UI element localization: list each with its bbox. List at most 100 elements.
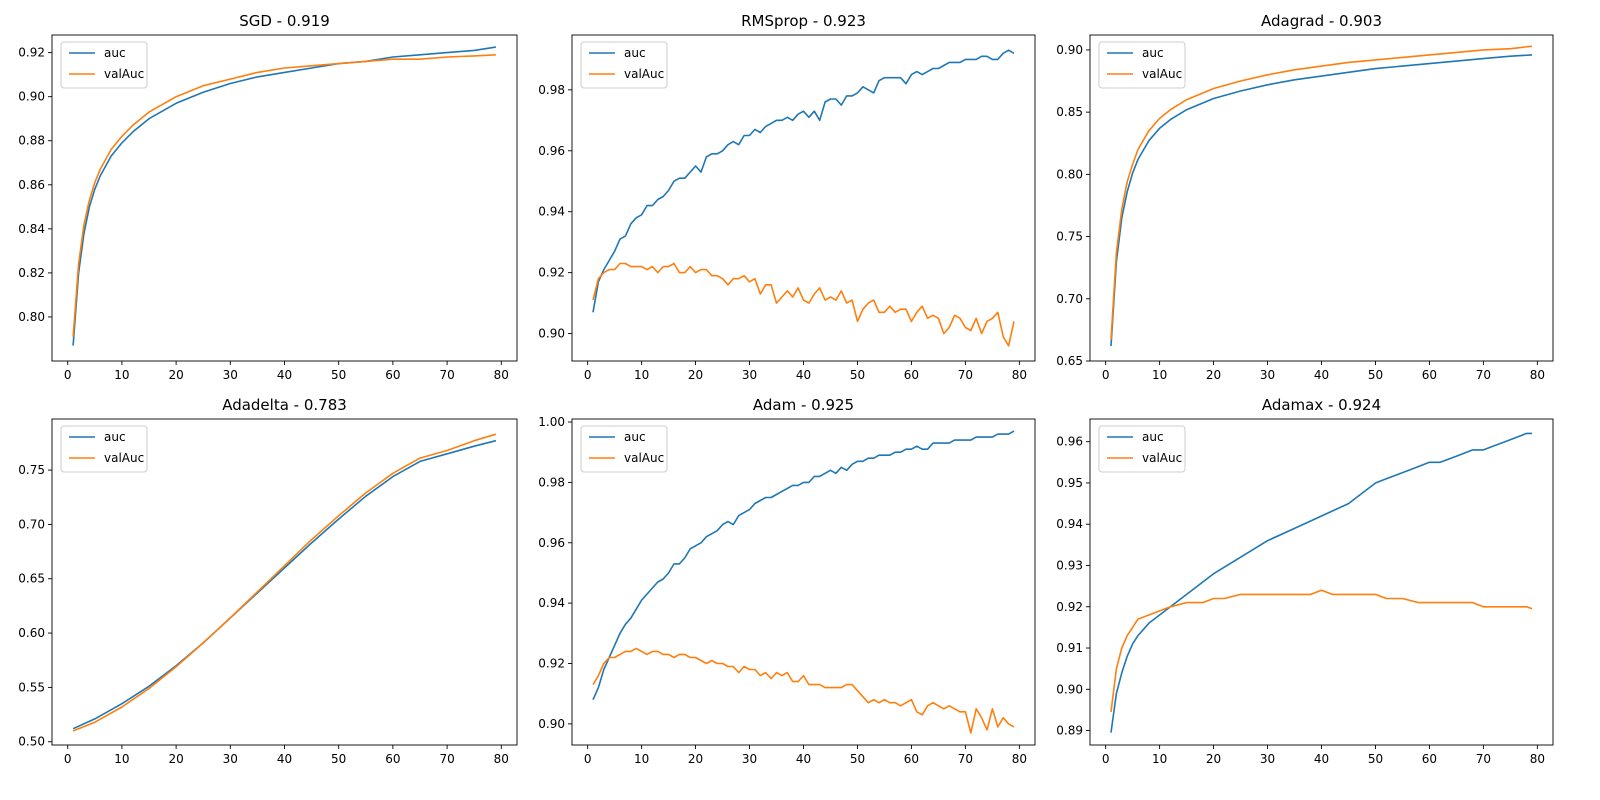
subplot-4: Adadelta - 0.783 0 10 20 30 40 50 60 70 80 0.50 0.5… bbox=[18, 396, 518, 766]
x-tick-label: 30 bbox=[742, 752, 757, 766]
x-tick-label: 70 bbox=[958, 368, 973, 382]
subplot-3: Adagrad - 0.903 0 10 20 30 40 50 60 70 80 0.65 0.70… bbox=[1056, 12, 1554, 382]
y-tick-label: 0.85 bbox=[1056, 105, 1083, 119]
y-tick-label: 0.80 bbox=[1056, 167, 1083, 181]
legend-label-auc: auc bbox=[1142, 46, 1164, 60]
legend-label-valAuc: valAuc bbox=[104, 451, 144, 465]
subplot-1: SGD - 0.919 0 10 20 30 40 50 60 70 80 0.80 0.82 0.84… bbox=[18, 12, 518, 382]
y-tick-label: 0.88 bbox=[18, 134, 45, 148]
legend-label-valAuc: valAuc bbox=[1142, 67, 1182, 81]
x-tick-label: 80 bbox=[1012, 752, 1027, 766]
legend: auc valAuc bbox=[60, 41, 148, 89]
series-line-valAuc bbox=[72, 54, 496, 337]
series-line-auc bbox=[1110, 54, 1533, 347]
x-tick-label: 10 bbox=[634, 368, 649, 382]
x-tick-label: 40 bbox=[277, 752, 292, 766]
y-tick-label: 0.95 bbox=[1056, 476, 1083, 490]
series-line-valAuc bbox=[592, 262, 1015, 347]
y-tick-label: 0.90 bbox=[538, 327, 565, 341]
x-tick-label: 20 bbox=[168, 368, 183, 382]
x-tick-label: 40 bbox=[1314, 368, 1329, 382]
x-tick-label: 60 bbox=[385, 752, 400, 766]
y-tick-label: 0.55 bbox=[18, 680, 45, 694]
y-tick-label: 0.75 bbox=[18, 463, 45, 477]
x-tick-label: 20 bbox=[168, 752, 183, 766]
legend: auc valAuc bbox=[580, 41, 668, 89]
x-tick-label: 0 bbox=[64, 752, 72, 766]
y-tick-label: 0.96 bbox=[1056, 435, 1083, 449]
legend-label-auc: auc bbox=[624, 46, 646, 60]
x-tick-label: 0 bbox=[584, 368, 592, 382]
chart-title: Adamax - 0.924 bbox=[1262, 396, 1381, 414]
y-tick-label: 0.92 bbox=[1056, 600, 1083, 614]
series-line-auc bbox=[592, 430, 1015, 701]
legend: auc valAuc bbox=[1098, 41, 1186, 89]
x-tick-label: 30 bbox=[1260, 752, 1275, 766]
x-tick-label: 20 bbox=[1206, 368, 1221, 382]
y-tick-label: 1.00 bbox=[538, 415, 565, 429]
x-tick-label: 30 bbox=[223, 752, 238, 766]
y-tick-label: 0.98 bbox=[538, 475, 565, 489]
series-line-auc bbox=[1110, 432, 1532, 733]
x-tick-label: 50 bbox=[1368, 368, 1383, 382]
x-tick-label: 10 bbox=[1152, 368, 1167, 382]
x-tick-label: 80 bbox=[494, 368, 509, 382]
subplot-2: RMSprop - 0.923 0 10 20 30 40 50 60 70 80 0.90 0.92… bbox=[538, 12, 1036, 382]
legend-label-auc: auc bbox=[104, 46, 126, 60]
y-tick-label: 0.93 bbox=[1056, 558, 1083, 572]
x-tick-label: 0 bbox=[1102, 752, 1110, 766]
x-tick-label: 20 bbox=[688, 368, 703, 382]
x-tick-label: 30 bbox=[1260, 368, 1275, 382]
y-tick-label: 0.92 bbox=[538, 266, 565, 280]
x-tick-label: 20 bbox=[1206, 752, 1221, 766]
x-tick-label: 60 bbox=[904, 368, 919, 382]
x-tick-label: 10 bbox=[634, 752, 649, 766]
x-tick-label: 80 bbox=[1530, 368, 1545, 382]
series-line-valAuc bbox=[1110, 589, 1533, 713]
subplot-5: Adam - 0.925 0 10 20 30 40 50 60 70 80 0.90 0.92 0.9… bbox=[538, 396, 1036, 766]
x-tick-label: 30 bbox=[742, 368, 757, 382]
subplot-6: Adamax - 0.924 0 10 20 30 40 50 60 70 80 0.89 0.90 0… bbox=[1056, 396, 1554, 766]
x-tick-label: 50 bbox=[850, 752, 865, 766]
series-line-auc bbox=[72, 46, 497, 346]
y-tick-label: 0.94 bbox=[538, 205, 565, 219]
legend-label-valAuc: valAuc bbox=[104, 67, 144, 81]
y-tick-label: 0.96 bbox=[538, 144, 565, 158]
legend-label-auc: auc bbox=[104, 430, 126, 444]
y-tick-label: 0.80 bbox=[18, 310, 45, 324]
y-tick-label: 0.94 bbox=[538, 596, 565, 610]
legend: auc valAuc bbox=[1098, 425, 1186, 473]
y-tick-label: 0.89 bbox=[1056, 724, 1083, 738]
x-tick-label: 0 bbox=[584, 752, 592, 766]
series-line-auc bbox=[72, 439, 497, 730]
series-line-valAuc bbox=[592, 647, 1015, 734]
x-tick-label: 40 bbox=[796, 752, 811, 766]
x-tick-label: 70 bbox=[1476, 368, 1491, 382]
x-tick-label: 10 bbox=[114, 752, 129, 766]
x-tick-label: 10 bbox=[114, 368, 129, 382]
x-tick-label: 50 bbox=[331, 752, 346, 766]
y-tick-label: 0.60 bbox=[18, 626, 45, 640]
x-tick-label: 0 bbox=[1102, 368, 1110, 382]
series-line-valAuc bbox=[72, 433, 497, 732]
x-tick-label: 60 bbox=[1422, 368, 1437, 382]
series-line-auc bbox=[592, 49, 1015, 313]
x-tick-label: 60 bbox=[385, 368, 400, 382]
y-tick-label: 0.65 bbox=[18, 572, 45, 586]
x-tick-label: 30 bbox=[223, 368, 238, 382]
x-tick-label: 80 bbox=[1530, 752, 1545, 766]
x-tick-label: 70 bbox=[439, 368, 454, 382]
y-tick-label: 0.90 bbox=[1056, 43, 1083, 57]
y-tick-label: 0.98 bbox=[538, 83, 565, 97]
y-tick-label: 0.94 bbox=[1056, 517, 1083, 531]
legend-label-valAuc: valAuc bbox=[1142, 451, 1182, 465]
legend-label-auc: auc bbox=[1142, 430, 1164, 444]
chart-title: RMSprop - 0.923 bbox=[741, 12, 866, 30]
y-tick-label: 0.90 bbox=[18, 90, 45, 104]
x-tick-label: 70 bbox=[439, 752, 454, 766]
x-tick-label: 80 bbox=[494, 752, 509, 766]
legend: auc valAuc bbox=[580, 425, 668, 473]
x-tick-label: 40 bbox=[796, 368, 811, 382]
legend-label-auc: auc bbox=[624, 430, 646, 444]
y-tick-label: 0.90 bbox=[1056, 682, 1083, 696]
